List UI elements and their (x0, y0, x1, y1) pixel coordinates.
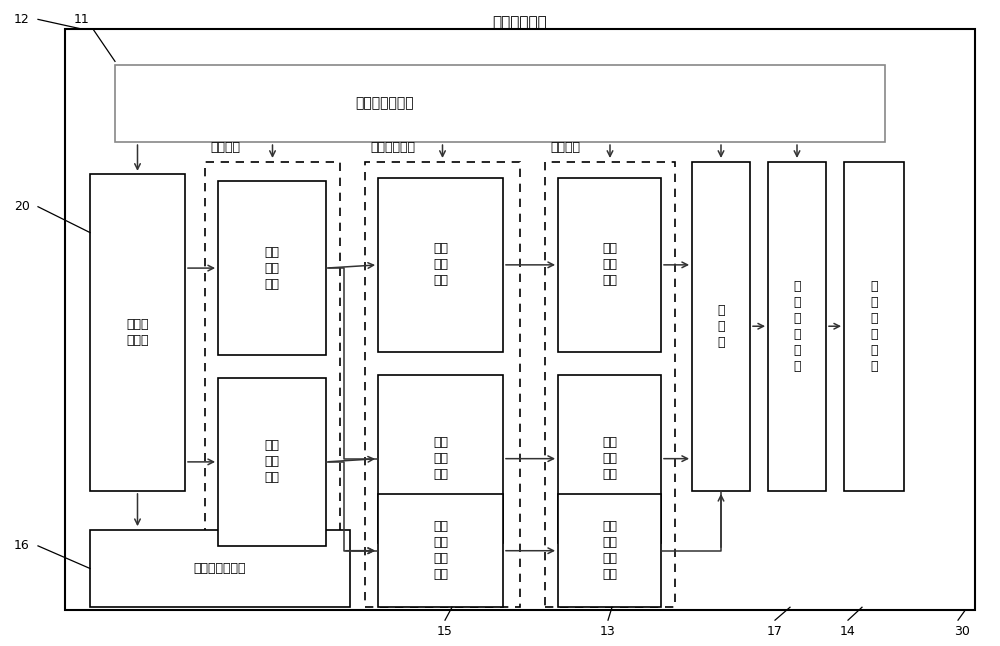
Text: 11: 11 (74, 13, 90, 26)
Text: 事件
筛选
模块: 事件 筛选 模块 (264, 245, 280, 291)
Text: 14: 14 (840, 625, 856, 638)
Text: 17: 17 (767, 625, 783, 638)
Text: 20: 20 (14, 200, 30, 213)
Bar (692, 162, 750, 491)
Bar (115, 65, 885, 142)
Text: 筛选单元: 筛选单元 (210, 141, 240, 154)
Bar (90, 174, 185, 491)
Text: 信息打包单元: 信息打包单元 (370, 141, 415, 154)
Bar (378, 494, 503, 607)
Bar (378, 375, 503, 543)
Text: 硬件跟踪电路: 硬件跟踪电路 (493, 15, 547, 30)
Text: 15: 15 (437, 625, 453, 638)
Bar (558, 178, 661, 352)
Text: 事件
缓存
模块: 事件 缓存 模块 (602, 242, 617, 287)
Bar (218, 181, 326, 355)
Text: 待跟踪
子系统: 待跟踪 子系统 (126, 318, 149, 347)
Bar (844, 162, 904, 491)
Text: 数据
打包
模块: 数据 打包 模块 (433, 436, 448, 481)
Bar (768, 162, 826, 491)
Text: 13: 13 (600, 625, 616, 638)
Text: 协
议
接
口
单
元: 协 议 接 口 单 元 (793, 280, 801, 373)
Bar (545, 162, 675, 607)
Text: 错误
信息
打包
模块: 错误 信息 打包 模块 (433, 520, 448, 581)
Text: 缓存单元: 缓存单元 (550, 141, 580, 154)
Text: 寄存器配置单元: 寄存器配置单元 (355, 96, 414, 110)
Text: 30: 30 (954, 625, 970, 638)
Bar (558, 494, 661, 607)
Bar (90, 530, 350, 607)
Text: 错误
信息
缓存
模块: 错误 信息 缓存 模块 (602, 520, 617, 581)
Bar (378, 178, 503, 352)
Text: 事件
打包
模块: 事件 打包 模块 (433, 242, 448, 287)
Text: 时间戳生成模块: 时间戳生成模块 (194, 562, 246, 575)
Text: 12: 12 (14, 13, 30, 26)
Text: 仲
裁
器: 仲 裁 器 (717, 304, 725, 349)
Bar (218, 378, 326, 546)
Bar (205, 162, 340, 546)
Text: 数据
缓存
模块: 数据 缓存 模块 (602, 436, 617, 481)
Text: 16: 16 (14, 539, 30, 552)
Text: 数据
筛选
模块: 数据 筛选 模块 (264, 439, 280, 484)
Bar (558, 375, 661, 543)
Text: 外
部
存
储
设
备: 外 部 存 储 设 备 (870, 280, 878, 373)
Bar (365, 162, 520, 607)
